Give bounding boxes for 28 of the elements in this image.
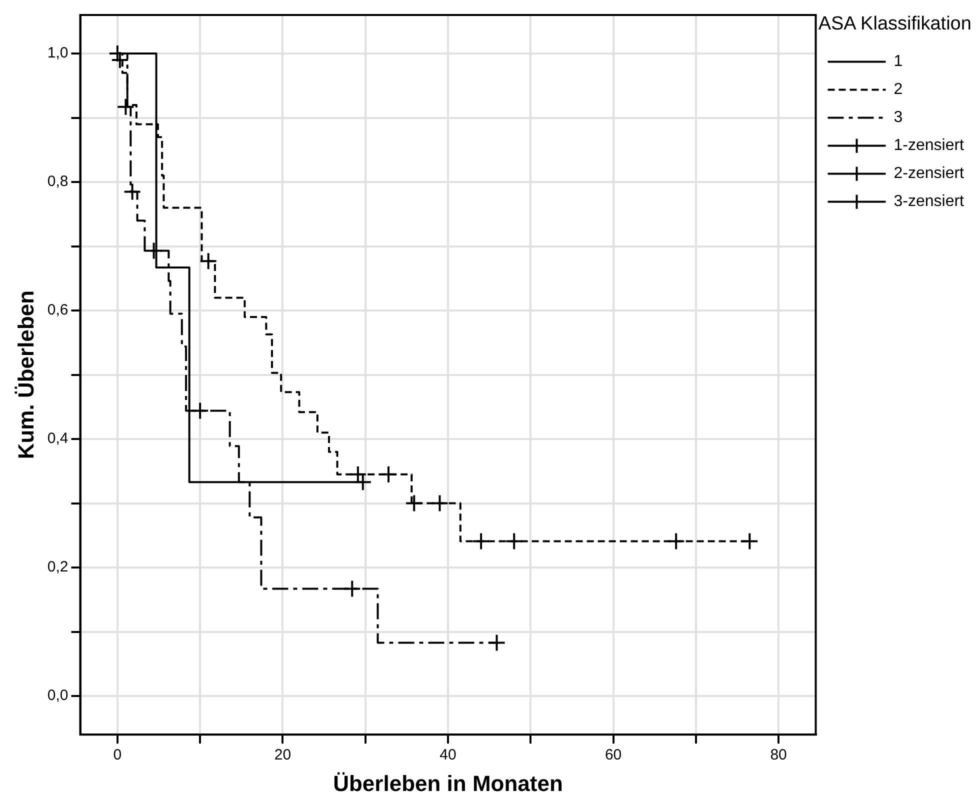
legend-label: 3 bbox=[894, 109, 903, 126]
x-tick-label: 0 bbox=[113, 746, 122, 764]
point bbox=[430, 494, 449, 512]
point bbox=[116, 98, 135, 116]
y-tick-label: 1,0 bbox=[47, 44, 68, 62]
y-tick-label: 0,2 bbox=[47, 558, 68, 576]
legend-label: 2-zensiert bbox=[894, 165, 965, 182]
x-tick-label: 20 bbox=[274, 746, 292, 764]
point bbox=[472, 532, 490, 550]
y-tick-label: 0,4 bbox=[47, 430, 68, 448]
legend-label: 2 bbox=[894, 81, 903, 98]
legend-title: ASA Klassifikation bbox=[818, 14, 972, 35]
point bbox=[110, 50, 129, 69]
x-axis-title: Überleben in Monaten bbox=[333, 770, 563, 796]
point bbox=[505, 532, 524, 550]
legend-label: 1 bbox=[894, 53, 903, 70]
point bbox=[199, 252, 218, 270]
y-tick-label: 0,6 bbox=[47, 302, 68, 319]
x-tick-label: 40 bbox=[440, 746, 456, 764]
point bbox=[144, 242, 163, 260]
y-tick-label: 0,8 bbox=[47, 173, 68, 190]
y-axis-title: Kum. Überleben bbox=[13, 290, 38, 460]
y-tick-label: 0,0 bbox=[47, 687, 68, 704]
point bbox=[123, 182, 142, 201]
x-tick-label: 60 bbox=[604, 746, 622, 764]
legend-label: 1-zensiert bbox=[894, 137, 965, 154]
legend-label: 3-zensiert bbox=[894, 193, 965, 210]
x-tick-label: 80 bbox=[770, 746, 787, 764]
